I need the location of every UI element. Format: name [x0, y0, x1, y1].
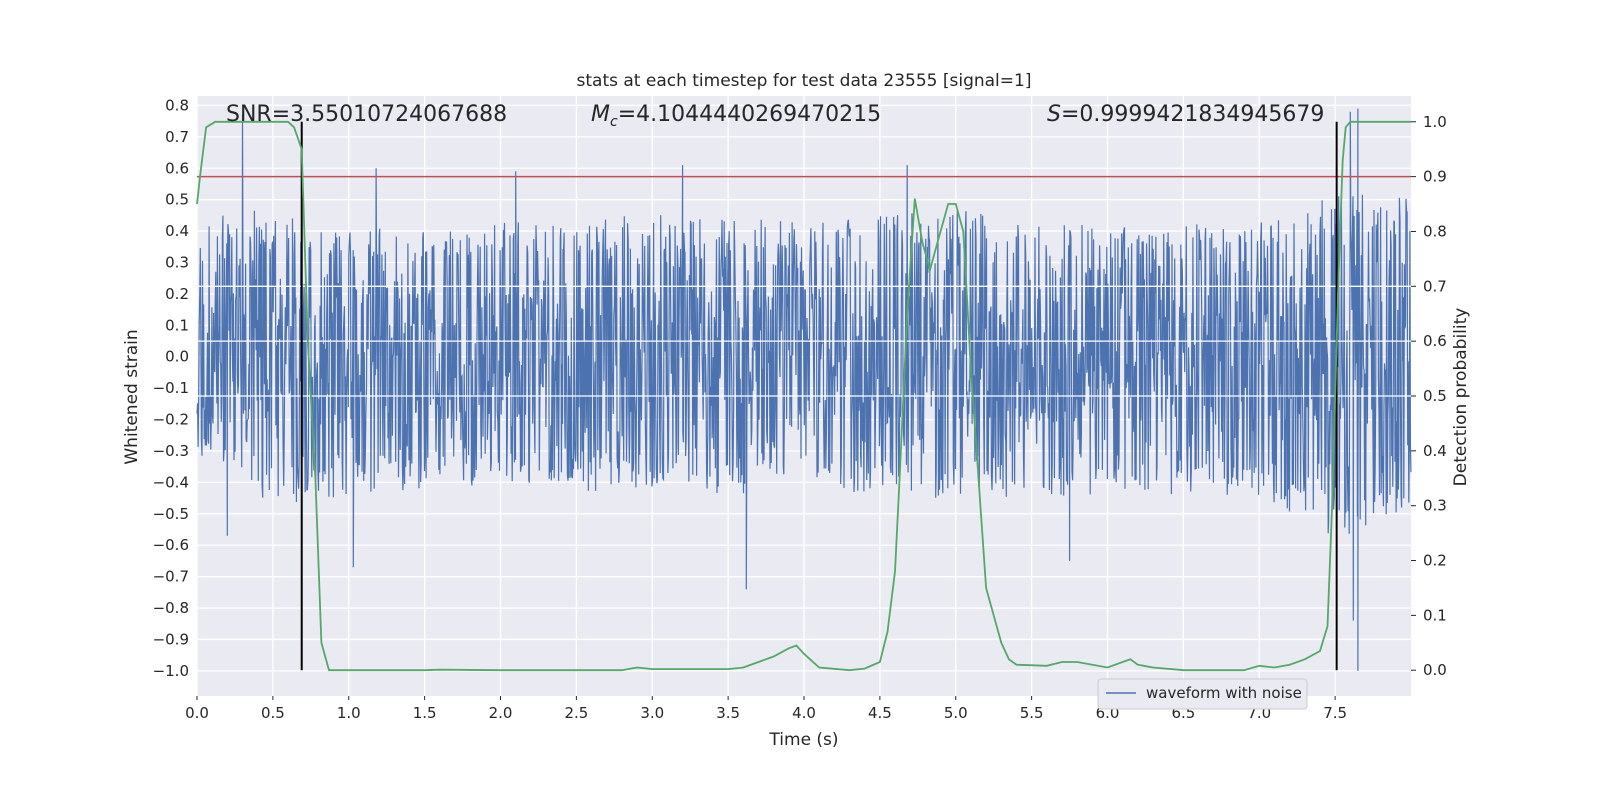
y-tick-label: 0.4 — [165, 222, 189, 240]
x-axis-ticks: 0.0 0.5 1.0 1.5 2.0 2.5 3.0 3.5 4.0 4.5 5.0 5.5 6.0 6… — [185, 696, 1347, 722]
x-tick-label: 3.0 — [640, 704, 664, 722]
x-tick-label: 4.0 — [792, 704, 816, 722]
y-axis-ticks: 0.8 0.7 0.6 0.5 0.4 0.3 0.2 0.1 0.0 −0.1 −0.2 −0.3 −… — [153, 96, 189, 679]
y2-tick-label: 0.3 — [1423, 497, 1447, 515]
y2-axis-label: Detection probability — [1451, 308, 1471, 487]
y2-tick-label: 0.8 — [1423, 222, 1447, 240]
x-tick-label: 3.5 — [716, 704, 740, 722]
x-tick-label: 2.0 — [489, 704, 513, 722]
probability-series — [196, 120, 1411, 672]
y-tick-label: −1.0 — [153, 662, 189, 680]
y-tick-label: 0.0 — [165, 348, 189, 366]
y-tick-label: 0.5 — [165, 191, 189, 209]
y-tick-label: −0.9 — [153, 630, 189, 648]
y-tick-label: −0.7 — [153, 568, 189, 586]
s-annotation: S=0.9999421834945679 — [1047, 102, 1324, 127]
waveform-series — [196, 108, 1412, 671]
y-tick-label: 0.6 — [165, 159, 189, 177]
y-tick-label: 0.2 — [165, 285, 189, 303]
legend-box — [1097, 678, 1308, 710]
probability-line — [196, 120, 1411, 672]
x-tick-label: 4.5 — [868, 704, 892, 722]
chart-title: stats at each timestep for test data 235… — [577, 71, 1032, 91]
waveform-line — [196, 108, 1412, 671]
y2-tick-label: 0.0 — [1423, 661, 1447, 679]
x-tick-label: 5.5 — [1020, 704, 1044, 722]
x-tick-label: 0.0 — [185, 704, 209, 722]
x-tick-label: 5.0 — [944, 704, 968, 722]
y-axis-label: Whitened strain — [122, 329, 142, 464]
snr-annotation: SNR=3.55010724067688 — [226, 102, 507, 127]
y-tick-label: 0.1 — [165, 316, 189, 334]
y-tick-label: 0.3 — [165, 253, 189, 271]
y2-axis-ticks: 1.0 0.9 0.8 0.7 0.6 0.5 0.4 0.3 0.2 0.1 0.0 — [1411, 113, 1447, 679]
x-tick-label: 1.0 — [337, 704, 361, 722]
y2-tick-label: 0.5 — [1423, 387, 1447, 405]
x-tick-label: 0.5 — [261, 704, 285, 722]
y-tick-label: −0.3 — [153, 442, 189, 460]
y-tick-label: −0.6 — [153, 536, 189, 554]
y2-tick-label: 0.2 — [1423, 552, 1447, 570]
legend-label: waveform with noise — [1146, 684, 1302, 702]
y-tick-label: −0.5 — [153, 505, 189, 523]
y-tick-label: −0.2 — [153, 411, 189, 429]
y2-tick-label: 1.0 — [1423, 113, 1447, 131]
y2-tick-label: 0.7 — [1423, 277, 1447, 295]
y2-tick-label: 0.4 — [1423, 442, 1447, 460]
x-axis-label: Time (s) — [768, 730, 838, 750]
y2-tick-label: 0.1 — [1423, 606, 1447, 624]
y-tick-label: 0.7 — [165, 128, 189, 146]
x-tick-label: 1.5 — [413, 704, 437, 722]
x-tick-label: 7.5 — [1323, 704, 1347, 722]
y-tick-label: −0.1 — [153, 379, 189, 397]
overlays — [197, 121, 1411, 671]
y-tick-label: 0.8 — [165, 96, 189, 114]
legend: waveform with noise — [1097, 678, 1308, 710]
y-tick-label: −0.4 — [153, 473, 189, 491]
y2-tick-label: 0.6 — [1423, 332, 1447, 350]
x-tick-label: 2.5 — [564, 704, 588, 722]
y2-tick-label: 0.9 — [1423, 168, 1447, 186]
y-tick-label: −0.8 — [153, 599, 189, 617]
mc-annotation: Mc=4.1044440269470215 — [591, 102, 881, 130]
